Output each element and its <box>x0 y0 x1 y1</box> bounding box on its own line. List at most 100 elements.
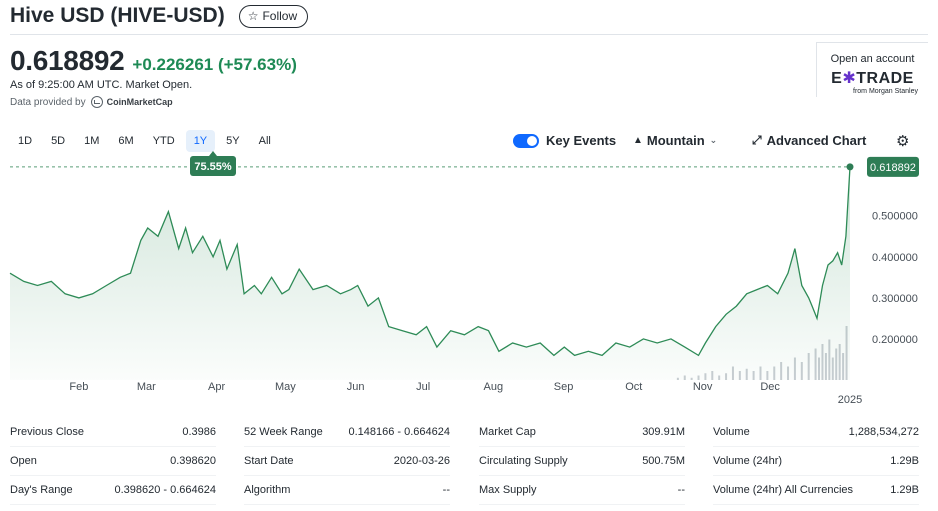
chevron-down-icon: ⌄ <box>709 135 718 145</box>
ad-open-account[interactable]: Open an account <box>830 53 915 65</box>
stat-value: 0.3986 <box>182 426 216 438</box>
stat-value: 1.29B <box>890 484 919 496</box>
stat-row: Market Cap 309.91M <box>479 418 685 447</box>
current-price: 0.618892 <box>10 45 125 76</box>
stat-label: Open <box>10 455 37 467</box>
x-tick-label: Sep <box>554 381 574 393</box>
stat-label: Market Cap <box>479 426 536 438</box>
key-events-toggle[interactable] <box>513 133 539 148</box>
stat-row: Volume (24hr) All Currencies 1.29B <box>713 476 919 505</box>
stat-row: Circulating Supply 500.75M <box>479 447 685 476</box>
stat-label: Previous Close <box>10 426 84 438</box>
title-row: Hive USD (HIVE-USD) ☆ Follow <box>10 4 309 28</box>
x-tick-label: Jul <box>416 381 430 393</box>
current-point <box>846 163 854 171</box>
stat-value: 1.29B <box>890 455 919 467</box>
mountain-icon: ▲ <box>633 135 643 146</box>
stat-value: 2020-03-26 <box>393 455 450 467</box>
stat-row: 52 Week Range 0.148166 - 0.664624 <box>244 418 450 447</box>
x-tick-label: Mar <box>137 381 156 393</box>
y-tick-label: 0.400000 <box>872 252 918 264</box>
stat-row: Volume (24hr) 1.29B <box>713 447 919 476</box>
advanced-chart-label: Advanced Chart <box>766 133 867 148</box>
price-change: +0.226261 (+57.63%) <box>132 55 297 74</box>
stat-label: Volume (24hr) All Currencies <box>713 484 854 496</box>
data-provider: Data provided by CoinMarketCap <box>10 96 173 108</box>
stat-row: Open 0.398620 <box>10 447 216 476</box>
stat-value: 500.75M <box>642 455 685 467</box>
price-area <box>10 166 850 380</box>
stat-value: 0.148166 - 0.664624 <box>348 426 450 438</box>
current-price-tag-label: 0.618892 <box>870 162 916 174</box>
gear-icon[interactable]: ⚙ <box>896 133 910 150</box>
advanced-chart-button[interactable]: ⤢ Advanced Chart <box>752 133 866 148</box>
stat-label: Day's Range <box>10 484 73 496</box>
follow-button[interactable]: ☆ Follow <box>238 4 309 28</box>
range-button-6m[interactable]: 6M <box>118 135 134 147</box>
y-tick-label: 0.200000 <box>872 334 918 346</box>
stats-column: 52 Week Range 0.148166 - 0.664624 Start Da… <box>244 418 450 505</box>
x-tick-label: 2025 <box>838 394 862 406</box>
stat-label: Start Date <box>244 455 294 467</box>
x-tick-label: Apr <box>208 381 225 393</box>
stat-label: Max Supply <box>479 484 537 496</box>
x-tick-label: Feb <box>69 381 88 393</box>
follow-label: Follow <box>262 9 298 23</box>
header-divider <box>10 34 928 35</box>
chart-type-dropdown[interactable]: ▲ Mountain ⌄ <box>633 133 717 148</box>
stat-row: Volume 1,288,534,272 <box>713 418 919 447</box>
stat-value: 309.91M <box>642 426 685 438</box>
quote-row: 0.618892 +0.226261 (+57.63%) <box>10 45 297 77</box>
star-icon: ☆ <box>247 9 259 23</box>
stat-label: Circulating Supply <box>479 455 568 467</box>
etrade-ad[interactable]: Open an account E✱TRADE from Morgan Stan… <box>816 42 928 97</box>
range-button-ytd[interactable]: YTD <box>152 135 175 147</box>
range-button-5d[interactable]: 5D <box>51 135 66 147</box>
range-button-1y[interactable]: 1Y <box>185 130 216 152</box>
stat-label: Volume <box>713 426 750 438</box>
stat-value: 1,288,534,272 <box>848 426 919 438</box>
logo-star: ✱ <box>842 70 857 87</box>
stat-value: -- <box>677 484 685 496</box>
logo-part-e: E <box>831 70 843 87</box>
stat-row: Max Supply -- <box>479 476 685 505</box>
price-chart[interactable]: 0.618892 0.500000 0.400000 0.300000 0.200000… <box>0 150 938 410</box>
provider-name[interactable]: CoinMarketCap <box>106 97 173 107</box>
x-tick-label: May <box>275 381 296 393</box>
key-events-control[interactable]: Key Events <box>513 133 616 148</box>
x-tick-label: Dec <box>760 381 780 393</box>
stat-row: Day's Range 0.398620 - 0.664624 <box>10 476 216 505</box>
expand-icon: ⤢ <box>752 133 762 147</box>
range-button-5y[interactable]: 5Y <box>226 135 240 147</box>
page-title: Hive USD (HIVE-USD) <box>10 4 225 27</box>
stat-value: 0.398620 <box>170 455 216 467</box>
stat-label: Algorithm <box>244 484 291 496</box>
y-tick-label: 0.300000 <box>872 293 918 305</box>
stat-value: 0.398620 - 0.664624 <box>114 484 216 496</box>
y-tick-label: 0.500000 <box>872 211 918 223</box>
logo-part-trade: TRADE <box>856 70 914 87</box>
price-chart-svg[interactable]: 0.618892 0.500000 0.400000 0.300000 0.200000… <box>0 150 938 410</box>
stats-column: Market Cap 309.91M Circulating Supply 500.7… <box>479 418 685 505</box>
period-badge-pointer <box>209 151 217 156</box>
period-change-badge <box>190 156 236 176</box>
coinmarketcap-icon <box>90 96 103 108</box>
stats-column: Previous Close 0.3986 Open 0.398620 Day's Ra… <box>10 418 216 505</box>
chart-type-label: Mountain <box>646 133 705 148</box>
range-button-all[interactable]: All <box>258 135 271 147</box>
stat-row: Start Date 2020-03-26 <box>244 447 450 476</box>
ad-subtitle: from Morgan Stanley <box>853 88 918 95</box>
range-selector: 1D 5D 1M 6M YTD 1Y 5Y All <box>10 130 282 152</box>
stat-row: Algorithm -- <box>244 476 450 505</box>
price-line <box>9 166 851 357</box>
stats-column: Volume 1,288,534,272 Volume (24hr) 1.29B Vol… <box>713 418 919 505</box>
market-status: As of 9:25:00 AM UTC. Market Open. <box>10 79 193 91</box>
range-button-1d[interactable]: 1D <box>18 135 33 147</box>
x-tick-label: Aug <box>484 381 504 393</box>
current-price-tag <box>867 156 919 177</box>
stat-label: 52 Week Range <box>244 426 323 438</box>
key-events-label: Key Events <box>546 133 617 148</box>
x-tick-label: Oct <box>625 381 642 393</box>
range-button-1m[interactable]: 1M <box>84 135 100 147</box>
x-tick-label: Nov <box>693 381 713 393</box>
